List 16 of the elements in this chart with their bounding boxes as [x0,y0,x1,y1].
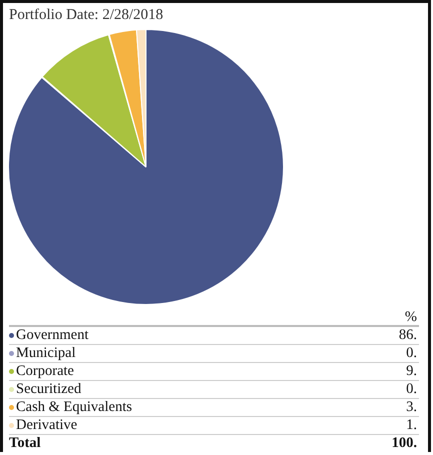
chart-title: Portfolio Date: 2/28/2018 [9,7,164,24]
text: 100. [392,435,418,452]
data-label: 1. [406,417,418,434]
legend-label: Corporate [16,363,74,380]
legend-label: Securitized [16,381,82,398]
legend-label: Derivative [16,417,78,434]
data-label: 0. [406,345,418,362]
data-label: 86. [398,327,418,344]
text: Total [9,435,41,452]
data-label: 0. [406,381,418,398]
data-label: 9. [406,363,418,380]
legend-label: Cash & Equivalents [16,399,132,416]
legend-title: % [404,309,418,325]
legend-label: Municipal [16,345,76,362]
legend-label: Government [16,327,88,344]
data-label: 3. [406,399,418,416]
